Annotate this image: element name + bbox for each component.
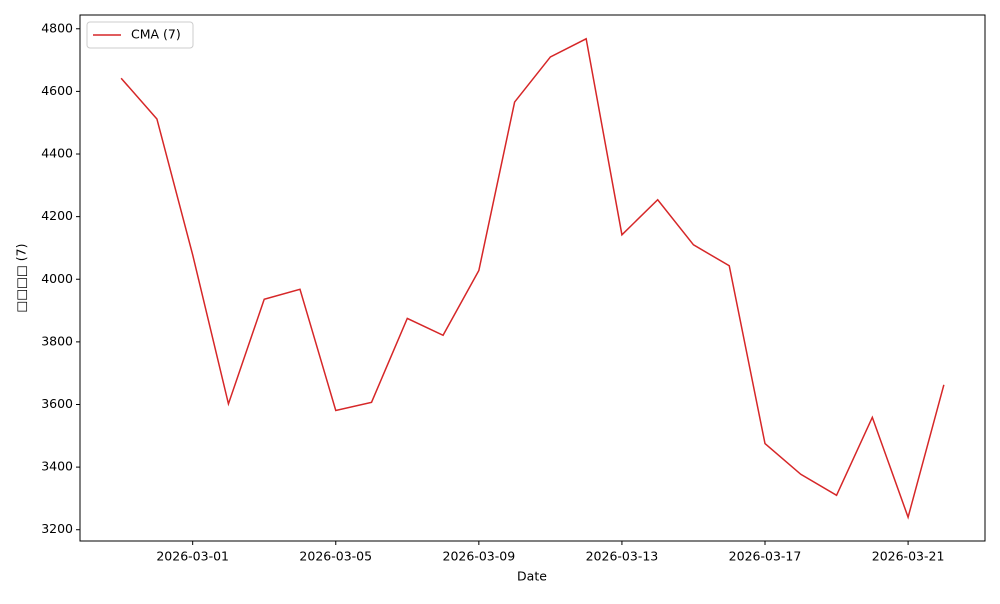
x-tick-label: 2026-03-13 (586, 549, 659, 564)
y-tick-label: 4200 (41, 208, 73, 223)
y-tick-label: 3400 (41, 459, 73, 474)
y-tick-label: 4600 (41, 83, 73, 98)
legend-label: CMA (7) (131, 27, 181, 42)
y-tick-label: 4400 (41, 146, 73, 161)
legend-box (86, 21, 194, 49)
x-tick-label: 2026-03-21 (872, 549, 945, 564)
y-tick-label: 3800 (41, 333, 73, 348)
plot-frame (79, 14, 986, 542)
y-tick-label: 3600 (41, 396, 73, 411)
y-tick-label: 4800 (41, 20, 73, 35)
x-tick-label: 2026-03-01 (156, 549, 229, 564)
x-tick-label: 2026-03-05 (299, 549, 372, 564)
y-axis-label: □□□□ (7) (14, 244, 29, 313)
x-axis-label: Date (517, 569, 547, 584)
y-tick-label: 3200 (41, 521, 73, 536)
y-tick-label: 4000 (41, 271, 73, 286)
data-line (120, 37, 945, 520)
x-tick-label: 2026-03-17 (729, 549, 802, 564)
x-tick-label: 2026-03-09 (443, 549, 516, 564)
